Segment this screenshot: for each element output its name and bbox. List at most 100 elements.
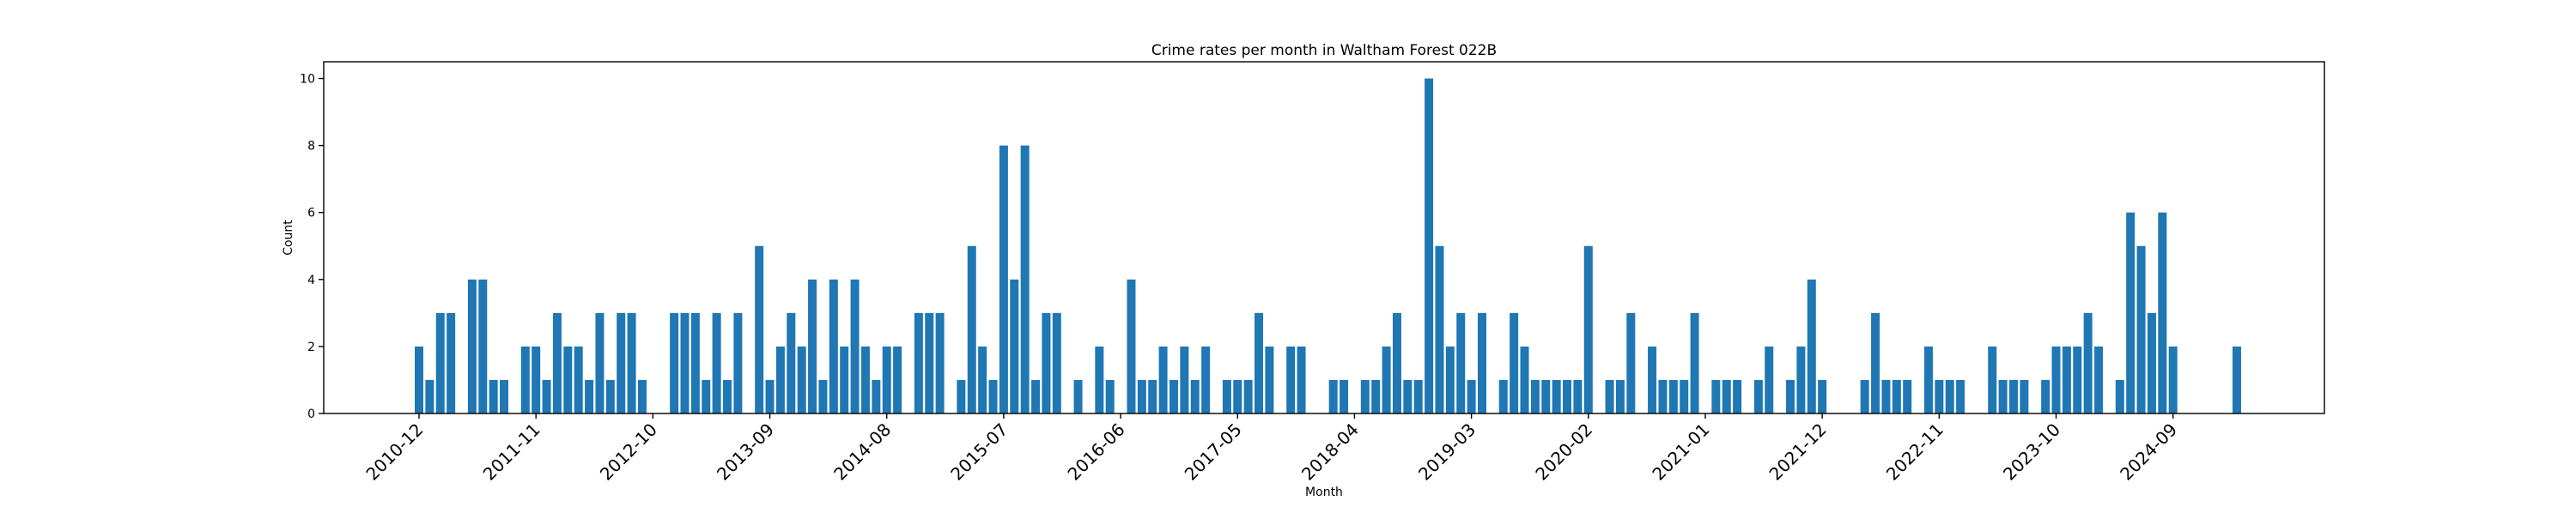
bar: [520, 346, 530, 413]
bar: [1648, 346, 1657, 413]
bar: [882, 346, 891, 413]
bar: [627, 312, 636, 413]
bar: [1510, 312, 1519, 413]
bar: [1786, 379, 1795, 413]
plot-frame: [323, 61, 2325, 414]
bar: [1722, 379, 1731, 413]
x-tick-label: 2012-10: [596, 419, 661, 485]
bar: [1935, 379, 1944, 413]
bar: [1892, 379, 1901, 413]
bar: [542, 379, 551, 413]
bar: [1360, 379, 1370, 413]
x-tick-label: 2021-01: [1648, 419, 1713, 485]
bar: [1371, 379, 1381, 413]
bar: [1988, 346, 1997, 413]
y-axis: 0 2 4 6 8 10: [300, 73, 324, 421]
bar: [1903, 379, 1912, 413]
x-axis: 2010-12 2011-11 2012-10 2013-09 2014-08 2015-…: [361, 413, 2181, 485]
bar: [2062, 346, 2071, 413]
bar: [1923, 346, 1933, 413]
bar: [1583, 245, 1593, 413]
bar: [585, 379, 594, 413]
bar: [1765, 346, 1774, 413]
bar: [712, 312, 721, 413]
bar: [850, 279, 860, 413]
bar: [1573, 379, 1583, 413]
y-tick-label: 6: [307, 207, 315, 220]
bar: [1382, 346, 1391, 413]
x-tick-label: 2014-08: [829, 419, 895, 485]
bar: [690, 312, 700, 413]
bar: [967, 245, 976, 413]
bar: [2094, 346, 2104, 413]
bar: [733, 312, 743, 413]
bar: [1445, 346, 1455, 413]
bar: [978, 346, 987, 413]
bar: [1201, 346, 1211, 413]
bar: [755, 245, 764, 413]
bar: [595, 312, 605, 413]
x-tick-label: 2015-07: [946, 419, 1012, 485]
bar: [1105, 379, 1115, 413]
bar: [1871, 312, 1880, 413]
x-axis-label: Month: [1305, 486, 1343, 499]
bar: [702, 379, 711, 413]
bar: [1255, 312, 1264, 413]
bar: [2083, 312, 2093, 413]
bar: [1222, 379, 1231, 413]
bar: [415, 346, 423, 413]
bar: [2009, 379, 2018, 413]
bar: [2158, 212, 2167, 413]
bar: [467, 279, 477, 413]
bar: [1818, 379, 1827, 413]
bar: [1020, 145, 1030, 413]
bar: [1668, 379, 1678, 413]
bar: [1796, 346, 1806, 413]
bar: [1328, 379, 1338, 413]
bar: [1881, 379, 1891, 413]
bars-group: [415, 78, 2241, 414]
bar: [787, 312, 796, 413]
bar: [1711, 379, 1721, 413]
bar: [872, 379, 881, 413]
bar: [1148, 379, 1157, 413]
bar: [1010, 279, 1019, 413]
bar: [797, 346, 806, 413]
bar: [1403, 379, 1413, 413]
bar: [1733, 379, 1742, 413]
bar: [1052, 312, 1061, 413]
bar: [2115, 379, 2124, 413]
y-tick-label: 4: [307, 274, 315, 287]
bar: [2051, 346, 2061, 413]
bar: [2073, 346, 2082, 413]
bar: [935, 312, 945, 413]
bar: [1456, 312, 1466, 413]
bar: [1095, 346, 1104, 413]
bar: [1180, 346, 1189, 413]
bar: [2136, 245, 2146, 413]
bar: [1658, 379, 1668, 413]
bar: [829, 279, 838, 413]
bar: [1520, 346, 1529, 413]
bar: [1158, 346, 1168, 413]
bar: [840, 346, 849, 413]
bar: [808, 279, 817, 413]
bar: [1169, 379, 1178, 413]
bar: [914, 312, 923, 413]
bar: [617, 312, 626, 413]
bar: [2041, 379, 2050, 413]
bar: [1498, 379, 1508, 413]
bar: [1031, 379, 1041, 413]
bar: [1530, 379, 1540, 413]
y-tick-label: 10: [300, 73, 315, 87]
bar: [860, 346, 870, 413]
bar: [425, 379, 434, 413]
bar: [1563, 379, 1572, 413]
bar: [1467, 379, 1476, 413]
x-tick-label: 2022-11: [1882, 419, 1947, 485]
bar: [893, 346, 902, 413]
chart-title: Crime rates per month in Waltham Forest …: [1151, 42, 1497, 59]
bar: [1552, 379, 1561, 413]
bar: [447, 312, 456, 413]
